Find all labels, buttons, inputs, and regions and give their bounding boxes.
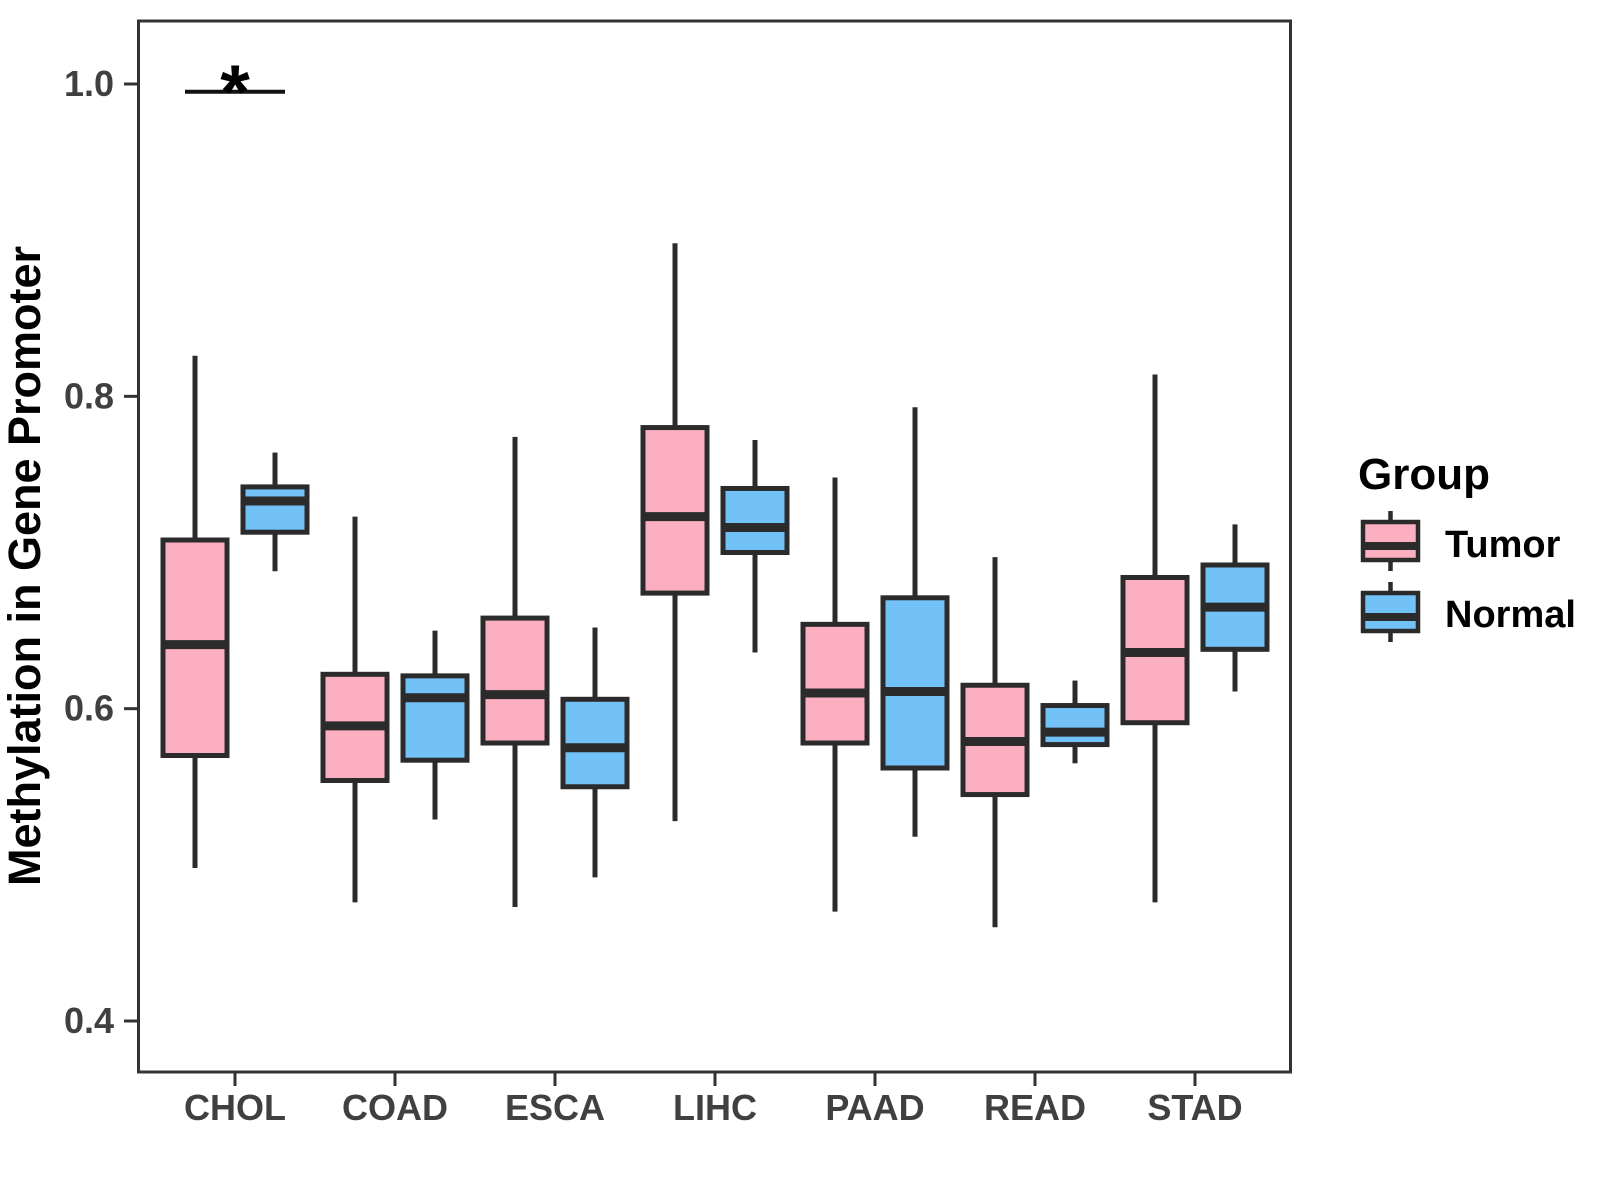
iqr-box <box>1040 703 1110 748</box>
iqr-box <box>800 621 870 746</box>
boxplot-normal-stad <box>1200 524 1270 692</box>
significance-star: * <box>220 50 250 135</box>
x-tick-label-read: READ <box>984 1087 1086 1128</box>
x-tick-label-paad: PAAD <box>825 1087 924 1128</box>
boxplot-tumor-coad <box>320 516 390 903</box>
x-tick-label-chol: CHOL <box>184 1087 286 1128</box>
boxplot-normal-esca <box>560 627 630 878</box>
iqr-box <box>640 425 710 596</box>
iqr-box <box>880 595 950 771</box>
y-tick-label: 0.6 <box>64 688 114 729</box>
iqr-box <box>400 673 470 763</box>
panel-border <box>137 19 1292 1074</box>
boxplot-normal-chol <box>240 452 310 572</box>
legend-key-tumor <box>1360 511 1421 571</box>
plot-layer: * <box>160 50 1270 928</box>
legend-key-normal <box>1360 582 1421 642</box>
boxplot-normal-lihc <box>720 440 790 653</box>
iqr-box <box>240 484 310 535</box>
iqr-box <box>480 615 550 746</box>
boxplot-tumor-paad <box>800 477 870 912</box>
x-tick-label-esca: ESCA <box>505 1087 605 1128</box>
legend-label-tumor: Tumor <box>1445 524 1561 566</box>
y-tick-label: 0.4 <box>64 1000 114 1041</box>
boxplot-normal-read <box>1040 680 1110 764</box>
legend: Group Tumor Normal <box>1358 450 1576 642</box>
iqr-box <box>720 485 790 556</box>
boxplot-tumor-lihc <box>640 243 710 822</box>
significance-annotation: * <box>185 50 285 135</box>
boxplot-tumor-read <box>960 557 1030 928</box>
x-tick-label-lihc: LIHC <box>673 1087 757 1128</box>
y-axis-title: Methylation in Gene Promoter <box>0 246 50 886</box>
boxplot-tumor-chol <box>160 355 230 868</box>
x-tick-label-stad: STAD <box>1147 1087 1242 1128</box>
boxplot-normal-paad <box>880 407 950 837</box>
legend-title: Group <box>1358 450 1490 499</box>
iqr-box <box>560 696 630 790</box>
y-tick-label: 1.0 <box>64 63 114 104</box>
legend-key-box-tumor <box>1360 519 1421 563</box>
axis-layer: 1.0 0.8 0.6 0.4 CHOL COAD ESCA LIHC PAAD READ STAD <box>64 63 1243 1128</box>
boxplot-tumor-esca <box>480 436 550 907</box>
boxplot-normal-coad <box>400 630 470 820</box>
x-tick-label-coad: COAD <box>342 1087 448 1128</box>
boxplot-tumor-stad <box>1120 374 1190 903</box>
y-tick-label: 0.8 <box>64 375 114 416</box>
legend-key-box-normal <box>1360 590 1421 634</box>
legend-label-normal: Normal <box>1445 594 1576 636</box>
